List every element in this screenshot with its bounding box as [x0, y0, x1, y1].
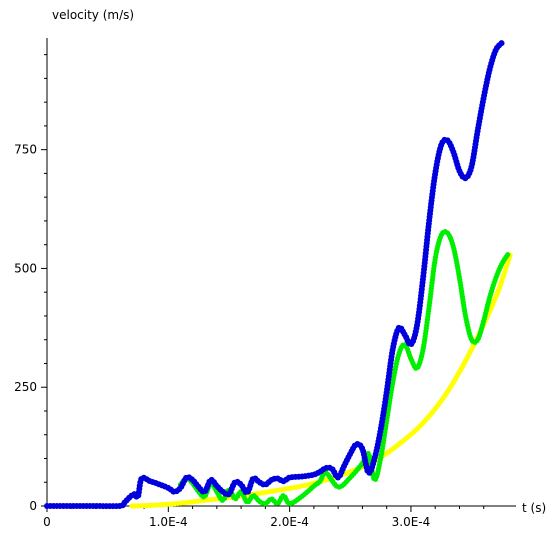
data-series: [44, 40, 513, 510]
x-tick-label: 1.0E-4: [149, 515, 188, 529]
x-tick-label: 0: [43, 515, 51, 529]
axes: velocity (m/s) t (s): [46, 8, 546, 515]
y-tick-label: 250: [14, 380, 37, 394]
data-point: [498, 40, 505, 47]
data-point: [505, 252, 511, 258]
series-2: [44, 40, 505, 510]
x-tick-label: 2.0E-4: [270, 515, 309, 529]
y-axis-title: velocity (m/s): [52, 8, 134, 22]
y-tick-label: 0: [29, 499, 37, 513]
x-tick-label: 3.0E-4: [392, 515, 431, 529]
y-tick-label: 750: [14, 143, 37, 157]
axis-ticks: 0 1.0E-4 2.0E-4 3.0E-4 0 250 500 750: [14, 54, 485, 529]
y-tick-label: 500: [14, 261, 37, 275]
x-axis-title: t (s): [522, 501, 546, 515]
